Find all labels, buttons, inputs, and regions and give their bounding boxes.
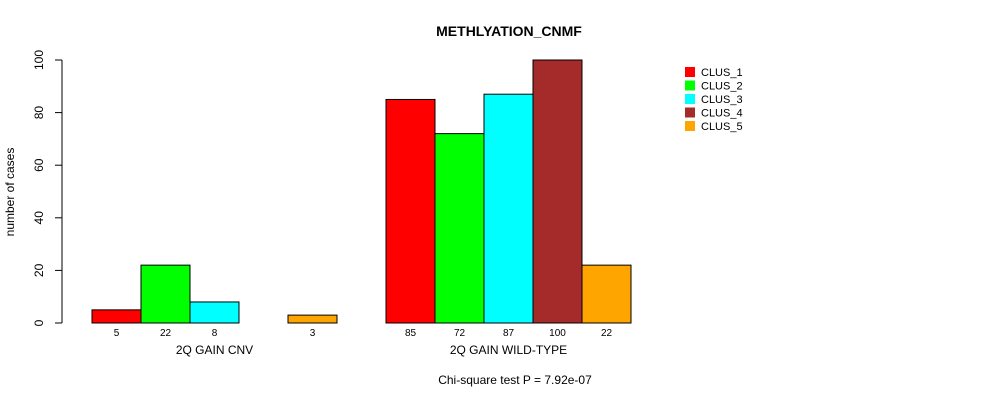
bar-count-label: 72 <box>454 328 466 339</box>
y-tick-label: 60 <box>32 158 46 172</box>
footnote-text: Chi-square test P = 7.92e-07 <box>438 373 592 387</box>
bar-clus-2-group-1 <box>140 264 191 324</box>
bar-clus-4-group-2 <box>532 59 583 324</box>
legend-swatch <box>685 121 695 131</box>
legend-label: CLUS_5 <box>701 121 743 133</box>
bar-count-label: 22 <box>160 328 172 339</box>
bar-count-label: 85 <box>405 328 417 339</box>
bar-clus-5-group-2 <box>581 264 632 324</box>
count-labels-layer: 5 22 8 3 85 72 87 100 22 <box>114 328 613 339</box>
y-tick-label: 0 <box>32 319 46 326</box>
legend-label: CLUS_2 <box>701 81 743 93</box>
group-labels-layer: 2Q GAIN CNV 2Q GAIN WILD-TYPE <box>176 343 567 357</box>
legend-label: CLUS_3 <box>701 94 743 106</box>
y-tick-label: 40 <box>32 211 46 225</box>
group-label: 2Q GAIN WILD-TYPE <box>450 343 567 357</box>
bar-count-label: 8 <box>212 328 218 339</box>
y-axis-label: number of cases <box>3 148 17 237</box>
legend-swatch <box>685 107 695 118</box>
bar-clus-3-group-2 <box>483 93 534 324</box>
chart-title: METHLYATION_CNMF <box>436 23 582 39</box>
legend-label: CLUS_1 <box>701 67 743 79</box>
bar-clus-1-group-1 <box>91 309 142 324</box>
y-tick-label: 80 <box>32 106 46 120</box>
bar-count-label: 22 <box>601 328 613 339</box>
y-tick-label: 20 <box>32 263 46 277</box>
group-label: 2Q GAIN CNV <box>176 343 253 357</box>
bar-clus-2-group-2 <box>434 133 485 324</box>
bar-count-label: 5 <box>114 328 120 339</box>
y-tick-label: 100 <box>32 50 46 70</box>
bar-clus-3-group-1 <box>189 301 240 324</box>
bar-count-label: 87 <box>503 328 515 339</box>
legend-label: CLUS_4 <box>701 108 743 120</box>
bar-clus-5-group-1 <box>287 314 338 324</box>
bars-layer <box>91 59 632 324</box>
legend-swatch <box>685 80 695 91</box>
bar-clus-1-group-2 <box>385 98 436 324</box>
bar-count-label: 100 <box>549 328 566 339</box>
legend-swatch <box>685 67 695 77</box>
legend-swatch <box>685 94 695 104</box>
y-axis-ticks: 0 20 40 60 80 100 <box>32 50 62 326</box>
bar-count-label: 3 <box>310 328 316 339</box>
